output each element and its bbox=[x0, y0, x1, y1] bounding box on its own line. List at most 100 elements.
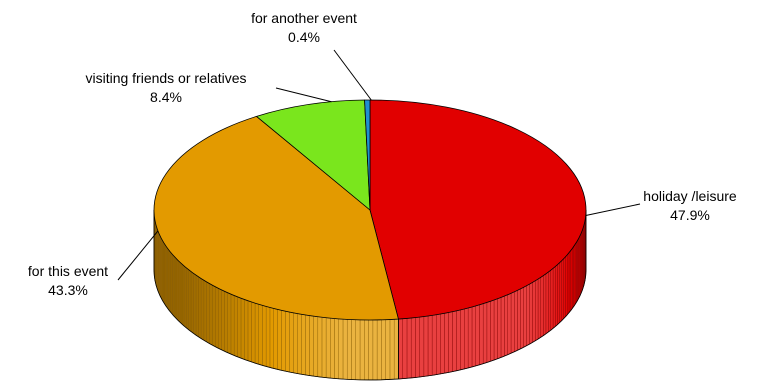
leader-line-for-another-event bbox=[333, 49, 372, 101]
pie-side-segment bbox=[456, 309, 461, 372]
pie-side-segment bbox=[389, 319, 395, 380]
pie-side-segment bbox=[230, 293, 235, 356]
pie-side-segment bbox=[406, 317, 412, 379]
pie-side-segment bbox=[297, 313, 302, 375]
pie-side-segment bbox=[517, 288, 521, 351]
pie-side-segment bbox=[427, 315, 433, 377]
pie-side-segment bbox=[535, 278, 539, 342]
pie-side-segment bbox=[247, 300, 252, 363]
pie-side-segment bbox=[190, 271, 194, 334]
pie-side-segment bbox=[209, 283, 213, 346]
leader-line-holiday-leisure bbox=[585, 203, 641, 216]
pie-side-segment bbox=[321, 317, 327, 378]
pie-side-segment bbox=[419, 316, 425, 378]
leader-line-for-this-event bbox=[117, 230, 159, 281]
pie-side-segment bbox=[471, 305, 476, 368]
pie-side-segment bbox=[254, 302, 259, 365]
pie-side-segment bbox=[212, 284, 216, 348]
pie-side-segment bbox=[227, 292, 232, 355]
pie-side-segment bbox=[175, 257, 179, 321]
pie-side-segment bbox=[165, 245, 168, 310]
pie-side-segment bbox=[317, 316, 323, 378]
pie-side-segment bbox=[452, 310, 457, 372]
pie-side-segment bbox=[548, 269, 551, 333]
pie-side-segment bbox=[570, 248, 573, 312]
pie-side-segment bbox=[313, 315, 318, 377]
pie-side-segment bbox=[497, 297, 502, 360]
pie-side-segment bbox=[500, 295, 505, 358]
slice-label-visiting-friends: visiting friends or relatives 8.4% bbox=[85, 70, 246, 105]
slice-value: 47.9% bbox=[670, 207, 710, 223]
pie-side-segment bbox=[526, 283, 530, 347]
pie-slice-for-this-event bbox=[153, 115, 399, 321]
pie-side-segment bbox=[203, 279, 207, 343]
pie-side-segment bbox=[181, 263, 185, 327]
pie-side-segment bbox=[479, 303, 484, 366]
pie-side-segment bbox=[224, 290, 228, 354]
pie-side-segment bbox=[368, 319, 374, 381]
pie-side-segment bbox=[234, 295, 238, 358]
pie-side-segment bbox=[200, 278, 205, 341]
pie-slice-holiday-leisure bbox=[369, 99, 587, 320]
pie-side-segment bbox=[529, 282, 533, 345]
pie-side-segment bbox=[561, 258, 564, 322]
pie-side-segment bbox=[164, 243, 167, 307]
pie-side-segment bbox=[532, 280, 536, 343]
pie-side-segment bbox=[289, 311, 294, 374]
pie-side-segment bbox=[221, 289, 225, 352]
pie-side-segment bbox=[269, 307, 274, 369]
pie-side-segment bbox=[325, 317, 331, 379]
pie-side-segment bbox=[173, 255, 177, 319]
pie-side-segment bbox=[510, 291, 515, 354]
pie-side-segment bbox=[514, 290, 518, 353]
pie-side-segment bbox=[402, 318, 408, 379]
pie-side-segment bbox=[177, 259, 181, 323]
pie-side-segment bbox=[206, 281, 210, 344]
pie-side-segment bbox=[545, 271, 549, 335]
pie-side-segment bbox=[240, 297, 245, 360]
pie-side-segment bbox=[567, 252, 570, 316]
pie-side-segment bbox=[359, 319, 365, 381]
pie-side-segment bbox=[351, 319, 356, 380]
pie-side-segment bbox=[573, 243, 576, 308]
pie-side-segment bbox=[486, 301, 491, 363]
pie-bottom-outline bbox=[153, 269, 587, 381]
pie-side-segment bbox=[376, 319, 382, 381]
pie-side-segment bbox=[262, 305, 267, 367]
pie-side-segment bbox=[183, 265, 187, 329]
pie-side-segment bbox=[436, 313, 441, 375]
pie-side-segment bbox=[342, 318, 348, 380]
pie-side-segment bbox=[568, 250, 571, 314]
pie-side-segment bbox=[482, 302, 488, 364]
pie-side-segment bbox=[475, 304, 480, 367]
pie-side-segment bbox=[265, 306, 271, 368]
slice-label-holiday-leisure: holiday /leisure 47.9% bbox=[643, 188, 737, 223]
pie-side-segment bbox=[504, 294, 508, 357]
pie-side-segment bbox=[393, 318, 399, 380]
pie-side-segment bbox=[540, 275, 544, 338]
pie-side-segment bbox=[301, 314, 306, 376]
pie-tops bbox=[153, 99, 587, 321]
pie-side-segment bbox=[555, 264, 558, 327]
pie-side-segment bbox=[330, 317, 335, 379]
pie-side-segment bbox=[215, 286, 219, 349]
pie-side-segment bbox=[507, 293, 512, 356]
pie-side-segment bbox=[444, 312, 449, 374]
pie-side-segment bbox=[170, 251, 173, 315]
slice-name: visiting friends or relatives bbox=[85, 70, 246, 86]
pie-side-segment bbox=[188, 269, 192, 332]
pie-side-segment bbox=[237, 296, 242, 359]
pie-side-segment bbox=[198, 276, 202, 339]
slice-name: for another event bbox=[251, 10, 357, 26]
pie-side-segment bbox=[251, 301, 256, 364]
slice-label-another-event: for another event 0.4% bbox=[251, 10, 357, 45]
pie-side-segment bbox=[464, 307, 469, 370]
pie-side-segment bbox=[334, 318, 339, 380]
slice-name: for this event bbox=[28, 263, 108, 279]
pie-side-segment bbox=[338, 318, 344, 380]
pie-side-segment bbox=[355, 319, 361, 381]
slice-value: 43.3% bbox=[48, 282, 88, 298]
pie-side-segment bbox=[423, 315, 429, 377]
